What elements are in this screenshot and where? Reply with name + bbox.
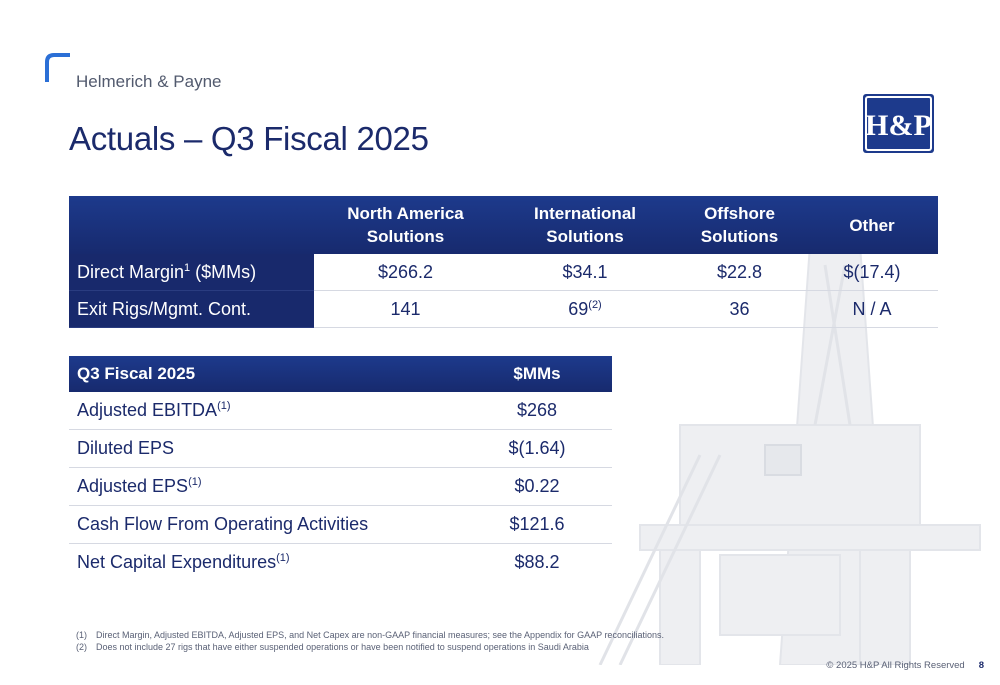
- footnote-text: Direct Margin, Adjusted EBITDA, Adjusted…: [96, 630, 664, 640]
- segments-row-label: Direct Margin1 ($MMs): [69, 254, 314, 291]
- footnotes: (1) Direct Margin, Adjusted EBITDA, Adju…: [76, 629, 664, 653]
- segments-header-row: North America Solutions International Solu…: [69, 196, 938, 254]
- summary-header-unit: $MMs: [462, 356, 612, 392]
- summary-value: $88.2: [514, 552, 560, 572]
- segments-header-offshore: Offshore Solutions: [673, 196, 806, 254]
- footnote: (1) Direct Margin, Adjusted EBITDA, Adju…: [76, 629, 664, 641]
- hp-logo: H&P: [863, 94, 934, 153]
- segments-row-direct-margin: Direct Margin1 ($MMs) $266.2 $34.1 $22.8…: [69, 254, 938, 291]
- segments-header-blank: [69, 196, 314, 254]
- summary-label: Diluted EPS: [69, 429, 462, 468]
- summary-label: Net Capital Expenditures(1): [77, 552, 290, 572]
- summary-header-row: Q3 Fiscal 2025 $MMs: [69, 356, 612, 392]
- table-row: Adjusted EPS(1) $0.22: [69, 467, 612, 506]
- segments-header-other: Other: [806, 196, 938, 254]
- segments-row-label: Exit Rigs/Mgmt. Cont.: [69, 290, 314, 328]
- copyright: © 2025 H&P All Rights Reserved: [826, 660, 965, 671]
- segments-header-north-america: North America Solutions: [314, 196, 497, 254]
- page-title: Actuals – Q3 Fiscal 2025: [69, 120, 429, 157]
- summary-value: $121.6: [462, 505, 612, 544]
- logo-text: H&P: [865, 109, 932, 142]
- page-footer: © 2025 H&P All Rights Reserved 8: [826, 660, 984, 671]
- page-number: 8: [978, 660, 984, 671]
- company-name: Helmerich & Payne: [76, 72, 222, 91]
- summary-value: $0.22: [462, 467, 612, 506]
- segments-header-international: International Solutions: [497, 196, 673, 254]
- table-row: Cash Flow From Operating Activities $121…: [69, 505, 612, 544]
- brand-corner-mark: [45, 53, 70, 82]
- footnote-text: Does not include 27 rigs that have eithe…: [96, 642, 589, 652]
- segments-cell: $22.8: [673, 254, 806, 291]
- segments-cell: 36: [673, 290, 806, 328]
- summary-label: Cash Flow From Operating Activities: [69, 505, 462, 544]
- footnote-number: (2): [76, 642, 87, 652]
- segments-cell: $266.2: [314, 254, 497, 291]
- drilling-rig-illustration: [598, 244, 981, 665]
- summary-label: Adjusted EPS(1): [69, 467, 462, 506]
- footnote: (2) Does not include 27 rigs that have e…: [76, 641, 664, 653]
- table-row: Net Capital Expenditures(1) $88.2: [69, 544, 612, 582]
- table-row: Diluted EPS $(1.64): [69, 429, 612, 468]
- summary-value: $268: [462, 392, 612, 430]
- table-row: Adjusted EBITDA(1) $268: [69, 392, 612, 430]
- summary-label: Adjusted EBITDA(1): [69, 392, 462, 430]
- segments-cell: N / A: [806, 290, 938, 328]
- segments-row-exit-rigs: Exit Rigs/Mgmt. Cont. 141 69(2) 36 N / A: [69, 290, 938, 328]
- segments-cell: 69(2): [497, 290, 673, 328]
- summary-table: Q3 Fiscal 2025 $MMs Adjusted EBITDA(1) $…: [69, 356, 612, 581]
- segments-table: North America Solutions International Solu…: [69, 196, 938, 328]
- summary-header-period: Q3 Fiscal 2025: [69, 356, 462, 392]
- footnote-number: (1): [76, 630, 87, 640]
- segments-cell: $(17.4): [806, 254, 938, 291]
- segments-cell: $34.1: [497, 254, 673, 291]
- segments-cell: 141: [314, 290, 497, 328]
- summary-value: $(1.64): [462, 429, 612, 468]
